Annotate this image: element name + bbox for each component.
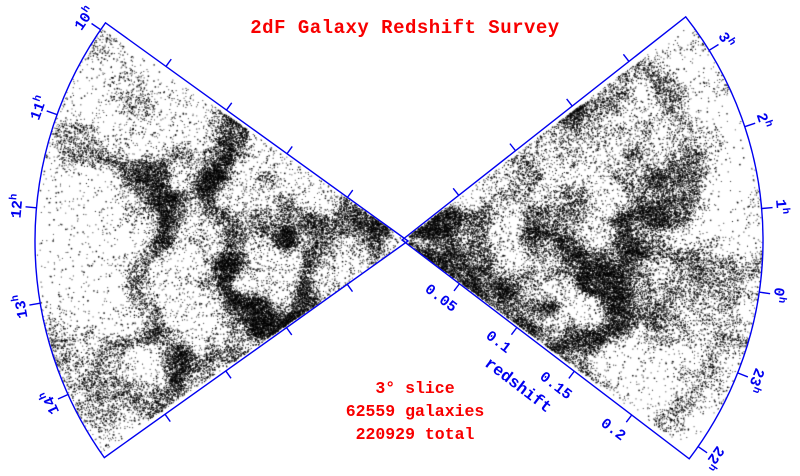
redshift-tick: [566, 98, 573, 107]
ra-tick-13h: [29, 302, 41, 306]
redshift-tick: [509, 143, 517, 152]
ra-label-22h: 22h: [699, 442, 729, 473]
redshift-tick: [286, 146, 293, 155]
wedge-outline-left: [34, 21, 410, 459]
redshift-tick: [625, 414, 633, 423]
figure-annotation: 3° slice 62559 galaxies 220929 total: [30, 377, 800, 446]
ra-label-23h: 23h: [742, 365, 769, 395]
ra-label-13h: 13h: [10, 293, 33, 320]
redshift-tick: [225, 370, 232, 379]
redshift-tick: [510, 327, 518, 336]
ra-label-12h: 12h: [7, 193, 28, 219]
ra-label-11h: 11h: [26, 93, 52, 122]
ra-tick-23h: [737, 372, 749, 378]
ra-tick-11h: [46, 110, 58, 116]
ra-label-0h: 0h: [768, 286, 789, 304]
redshift-tick: [346, 189, 354, 198]
ra-tick-14h: [57, 393, 69, 400]
ra-tick-12h: [25, 206, 37, 209]
annotation-total-count: 220929 total: [355, 425, 475, 444]
ra-tick-10h: [91, 22, 101, 31]
redshift-tick: [452, 187, 460, 196]
ra-tick-0h: [759, 291, 771, 295]
figure-title: 2dF Galaxy Redshift Survey: [250, 17, 560, 39]
ra-label-2h: 2h: [752, 110, 775, 131]
redshift-tick-label-0.05: 0.05: [421, 281, 460, 316]
redshift-tick-label-0.1: 0.1: [482, 328, 514, 358]
wedge-outline-right: [400, 15, 764, 460]
redshift-tick: [346, 283, 354, 293]
redshift-tick: [285, 327, 293, 336]
ra-tick-2h: [744, 122, 756, 128]
redshift-tick: [225, 102, 233, 111]
redshift-tick: [453, 283, 460, 292]
redshift-tick: [164, 413, 171, 423]
ra-tick-22h: [697, 445, 708, 454]
redshift-tick: [568, 370, 575, 379]
ra-label-14h: 14h: [37, 387, 64, 417]
annotation-galaxy-count: 62559 galaxies: [345, 402, 485, 421]
redshift-tick: [165, 58, 172, 67]
ra-label-1h: 1h: [771, 198, 791, 215]
redshift-tick: [622, 53, 630, 62]
ra-tick-1h: [761, 206, 773, 210]
ra-tick-3h: [708, 43, 719, 51]
annotation-slice-thickness: 3° slice: [375, 379, 455, 398]
